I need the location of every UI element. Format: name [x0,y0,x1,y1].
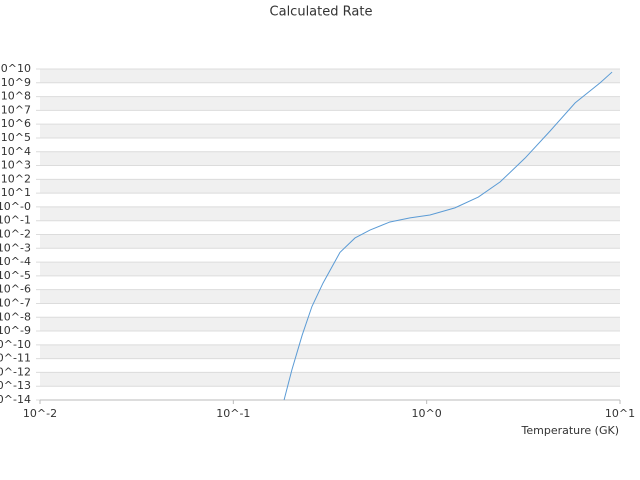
y-tick-label: 10^2 [1,172,31,185]
grid-band [40,344,620,359]
x-tick-label: 10^-2 [23,407,57,420]
grid-band [40,96,620,111]
y-tick-label: 10^8 [1,90,31,103]
y-tick-label: 10^-12 [0,365,31,378]
chart-title: Calculated Rate [270,5,373,20]
y-tick-label: 10^10 [0,62,31,75]
y-tick-label: 10^-4 [0,255,31,268]
y-tick-label: 10^7 [1,103,31,116]
grid-band [40,206,620,221]
y-tick-label: 10^4 [1,145,31,158]
y-tick-label: 10^6 [1,117,31,130]
x-tick-label: 10^-1 [216,407,250,420]
grid-band [40,69,620,83]
y-tick-label: 10^-7 [0,296,31,309]
x-tick-label: 10^0 [412,407,442,420]
y-tick-label: 10^-5 [0,269,31,282]
y-tick-label: 10^-3 [0,241,31,254]
data-line [283,71,613,401]
y-tick-label: 10^-0 [0,200,31,213]
y-tick-label: 10^-10 [0,338,31,351]
y-tick-label: 10^-13 [0,379,31,392]
x-tick-label: 10^1 [605,407,635,420]
grid-band [40,179,620,194]
grid-band [40,151,620,166]
y-tick-label: 10^-14 [0,393,31,406]
y-tick-label: 10^-8 [0,310,31,323]
x-axis-label: Temperature (GK) [521,424,620,437]
y-tick-label: 10^-11 [0,352,31,365]
grid-band [40,317,620,332]
y-tick-label: 10^5 [1,131,31,144]
grid-band [40,289,620,304]
y-tick-label: 10^-6 [0,283,31,296]
grid-band [40,124,620,138]
grid-band [40,262,620,276]
y-tick-label: 10^9 [1,76,31,89]
y-tick-label: 10^-1 [0,214,31,227]
y-tick-label: 10^1 [1,186,31,199]
y-tick-label: 10^-2 [0,228,31,241]
grid-band [40,234,620,249]
y-tick-label: 10^3 [1,159,31,172]
grid-band [40,372,620,387]
y-tick-label: 10^-9 [0,324,31,337]
